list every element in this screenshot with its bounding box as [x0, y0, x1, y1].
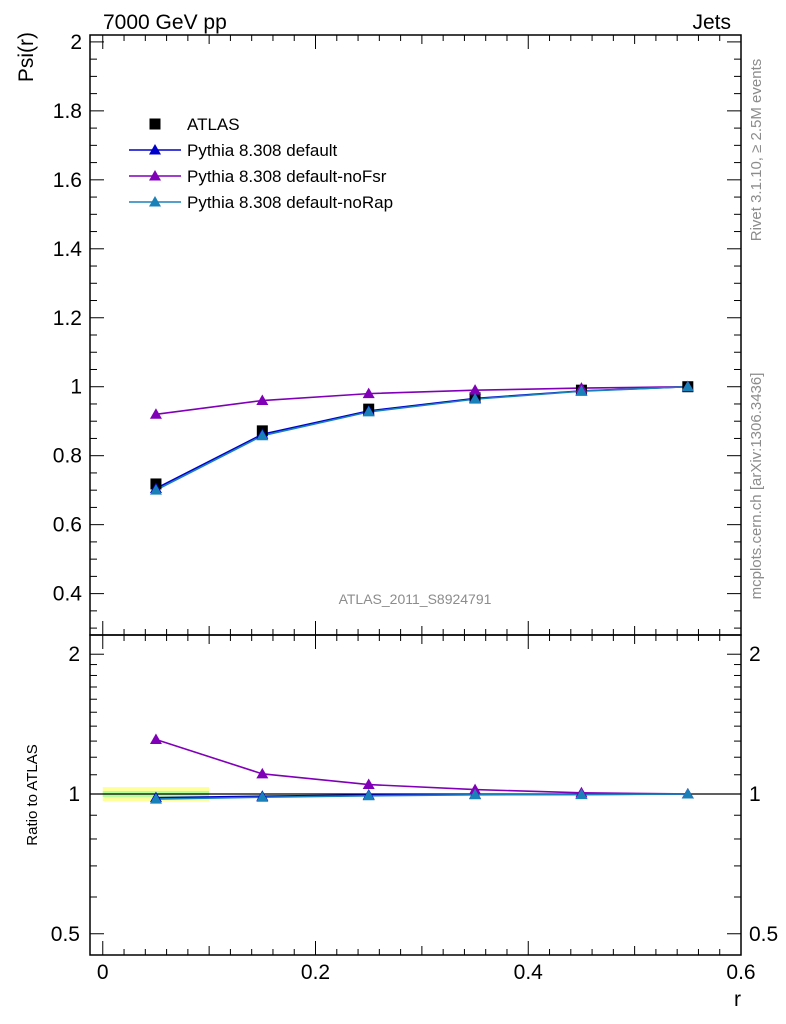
- main-y-tick-label: 0.8: [53, 445, 82, 468]
- main-point-pythia-8-308-default-norap: [469, 393, 482, 404]
- legend-label-pythia-8-308-default-nofsr: Pythia 8.308 default-noFsr: [187, 167, 387, 186]
- main-point-pythia-8-308-default-nofsr: [256, 394, 269, 406]
- main-y-tick-label: 1.6: [53, 169, 82, 192]
- main-point-pythia-8-308-default-nofsr: [149, 408, 162, 419]
- ratio-y-tick-label: 0.5: [51, 923, 80, 946]
- x-tick-label: 0: [97, 961, 109, 984]
- source-label: mcplots.cern.ch [arXiv:1306.3436]: [748, 373, 765, 600]
- main-y-tick-label: 0.4: [53, 583, 83, 606]
- ratio-point-pythia-8-308-default-nofsr: [362, 778, 375, 790]
- main-y-tick-label: 2: [70, 31, 82, 54]
- x-tick-label: 0.2: [301, 961, 330, 984]
- rivet-label: Rivet 3.1.10, ≥ 2.5M events: [748, 59, 765, 242]
- analysis-label: ATLAS_2011_S8924791: [339, 591, 492, 607]
- main-point-pythia-8-308-default-norap: [575, 385, 588, 396]
- ratio-y-tick-label-right: 0.5: [749, 923, 778, 946]
- ratio-y-tick-label: 2: [68, 643, 80, 666]
- main-y-tick-label: 1.8: [53, 100, 82, 123]
- ratio-point-pythia-8-308-default-norap: [681, 787, 694, 799]
- main-y-tick-label: 1.4: [53, 238, 83, 261]
- main-y-axis-label: Psi(r): [15, 32, 38, 82]
- ratio-y-tick-label: 1: [68, 783, 80, 806]
- ratio-point-pythia-8-308-default-norap: [575, 788, 588, 800]
- main-point-pythia-8-308-default-nofsr: [469, 384, 482, 395]
- process-label: 7000 GeV pp: [103, 11, 227, 34]
- x-tick-label: 0.6: [726, 961, 755, 984]
- ratio-y-axis-label: Ratio to ATLAS: [24, 744, 41, 845]
- ratio-series-line-pythia-8-308-default-nofsr: [155, 738, 688, 795]
- legend-marker-pythia-8-308-default-norap: [149, 196, 161, 207]
- ratio-y-tick-label-right: 2: [749, 643, 761, 666]
- ratio-point-pythia-8-308-default-norap: [362, 789, 375, 801]
- legend-marker-pythia-8-308-default: [149, 144, 161, 155]
- main-series-line-pythia-8-308-default-nofsr: [155, 385, 688, 416]
- main-panel: 0.4 0.6 0.8 1 1.2 1.4 1.6 1.8 2: [53, 31, 742, 636]
- main-y-tick-label: 1.2: [53, 307, 82, 330]
- legend-label-atlas: ATLAS: [187, 115, 240, 134]
- main-y-tick-label: 0.6: [53, 514, 82, 537]
- ratio-plot-frame: [89, 634, 742, 956]
- legend-marker-atlas: [149, 118, 161, 130]
- x-axis-label: r: [734, 988, 741, 1011]
- main-point-pythia-8-308-default-norap: [256, 429, 269, 441]
- category-label: Jets: [692, 11, 731, 34]
- ratio-point-pythia-8-308-default-norap: [256, 791, 269, 802]
- ratio-point-pythia-8-308-default-norap: [469, 788, 482, 800]
- main-point-pythia-8-308-default-norap: [149, 484, 162, 495]
- ratio-panel: 0 0.2 0.4 0.6 0.5 0.5 1 1 2 2: [51, 634, 778, 984]
- main-point-pythia-8-308-default-norap: [362, 405, 375, 417]
- ratio-point-pythia-8-308-default-norap: [149, 793, 162, 804]
- legend-label-pythia-8-308-default: Pythia 8.308 default: [187, 141, 338, 160]
- legend: ATLAS Pythia 8.308 default Pythia 8.308 de…: [129, 115, 393, 212]
- ratio-point-pythia-8-308-default-nofsr: [149, 733, 162, 745]
- main-series-line-pythia-8-308-default-norap: [155, 385, 688, 491]
- main-point-pythia-8-308-default-nofsr: [362, 387, 375, 399]
- legend-label-pythia-8-308-default-norap: Pythia 8.308 default-noRap: [187, 193, 393, 212]
- ratio-y-tick-label-right: 1: [749, 783, 761, 806]
- main-series-line-pythia-8-308-default: [155, 385, 688, 490]
- x-tick-label: 0.4: [514, 961, 544, 984]
- main-point-pythia-8-308-default-norap: [681, 380, 694, 392]
- ratio-point-pythia-8-308-default-nofsr: [256, 767, 269, 779]
- ratio-series-line-pythia-8-308-default-norap: [155, 793, 688, 800]
- legend-marker-pythia-8-308-default-nofsr: [149, 170, 161, 181]
- main-y-tick-label: 1: [70, 376, 82, 399]
